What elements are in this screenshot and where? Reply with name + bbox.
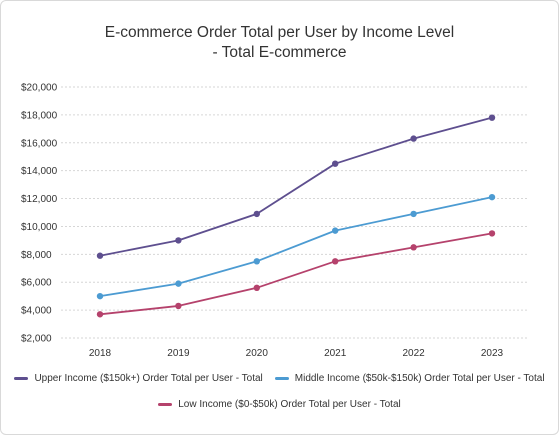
data-point	[253, 258, 260, 265]
chart-title-line2: - Total E-commerce	[212, 44, 347, 61]
y-tick-label: $16,000	[21, 138, 58, 149]
data-point	[175, 237, 182, 244]
legend-item-upper-income[interactable]: Upper Income ($150k+) Order Total per Us…	[14, 373, 263, 384]
legend-item-middle-income[interactable]: Middle Income ($50k-$150k) Order Total p…	[274, 373, 545, 384]
data-point	[488, 114, 496, 121]
data-point	[96, 252, 104, 259]
data-point	[332, 258, 339, 265]
data-point	[488, 230, 496, 237]
legend-label-upper-income: Upper Income ($150k+) Order Total per Us…	[34, 373, 263, 384]
series-line-0	[99, 116, 493, 257]
chart-title: E-commerce Order Total per User by Incom…	[1, 23, 558, 63]
data-point	[410, 210, 417, 218]
legend-label-middle-income: Middle Income ($50k-$150k) Order Total p…	[294, 373, 545, 384]
data-point	[96, 292, 104, 300]
data-point	[410, 244, 417, 251]
legend-label-low-income: Low Income ($0-$50k) Order Total per Use…	[178, 399, 401, 410]
y-tick-label: $6,000	[21, 278, 52, 289]
legend-swatch-low-income	[158, 403, 173, 406]
data-point	[175, 302, 182, 310]
series-line-2	[99, 232, 493, 316]
x-tick-label: 2019	[167, 348, 190, 359]
chart-title-line1: E-commerce Order Total per User by Incom…	[104, 24, 455, 41]
legend-row-1: Upper Income ($150k+) Order Total per Us…	[1, 373, 558, 384]
y-tick-label: $10,000	[21, 222, 58, 233]
x-tick-label: 2021	[324, 348, 347, 359]
y-tick-label: $4,000	[21, 306, 52, 317]
y-tick-label: $8,000	[21, 250, 52, 261]
y-tick-label: $2,000	[21, 334, 52, 345]
data-point	[332, 227, 339, 234]
x-tick-label: 2018	[89, 348, 112, 359]
data-point	[96, 311, 104, 318]
data-point	[488, 193, 496, 201]
legend-item-low-income[interactable]: Low Income ($0-$50k) Order Total per Use…	[158, 399, 401, 410]
legend-row-2: Low Income ($0-$50k) Order Total per Use…	[1, 399, 558, 410]
legend-swatch-upper-income	[14, 377, 29, 380]
y-tick-label: $18,000	[21, 110, 58, 121]
x-tick-label: 2023	[481, 348, 504, 359]
series-line-1	[99, 196, 493, 298]
x-tick-label: 2022	[402, 348, 425, 359]
data-point	[332, 160, 339, 167]
data-point	[175, 280, 182, 287]
y-tick-label: $14,000	[21, 166, 58, 177]
y-tick-label: $12,000	[21, 194, 58, 205]
x-tick-label: 2020	[246, 348, 269, 359]
legend-swatch-middle-income	[274, 377, 289, 380]
data-point	[410, 135, 417, 142]
data-point	[253, 210, 260, 218]
data-point	[253, 284, 260, 291]
y-tick-label: $20,000	[21, 83, 58, 94]
